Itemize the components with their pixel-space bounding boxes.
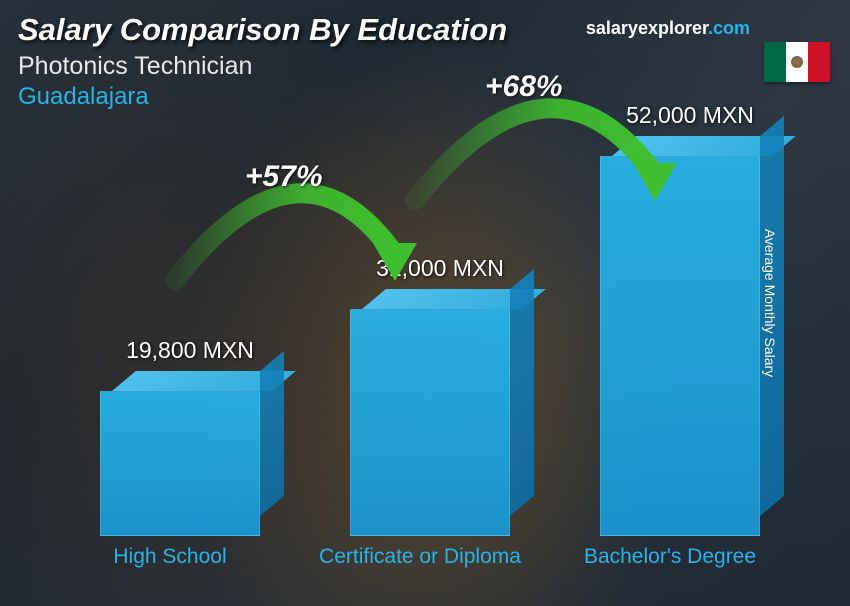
bar-side — [260, 351, 284, 516]
bar-group: 31,000 MXNCertificate or Diploma — [340, 309, 520, 536]
bar-value-label: 19,800 MXN — [80, 337, 300, 364]
bar: 31,000 MXN — [350, 309, 510, 536]
bar-category-label: Certificate or Diploma — [310, 544, 530, 569]
flag-emblem-icon — [791, 56, 803, 68]
brand-suffix: .com — [708, 18, 750, 38]
bar-category-label: Bachelor's Degree — [560, 544, 780, 569]
brand-name: salaryexplorer — [586, 18, 708, 38]
bar-group: 19,800 MXNHigh School — [90, 391, 270, 536]
bar-side — [510, 269, 534, 516]
brand-logo: salaryexplorer.com — [586, 18, 750, 39]
flag-white-stripe — [786, 42, 808, 82]
flag-green-stripe — [764, 42, 786, 82]
arc-svg — [160, 130, 440, 300]
bar: 19,800 MXN — [100, 391, 260, 536]
y-axis-label: Average Monthly Salary — [762, 229, 778, 377]
increase-arc — [160, 130, 440, 300]
header: Salary Comparison By Education Photonics… — [18, 12, 507, 111]
chart-subtitle: Photonics Technician — [18, 52, 507, 81]
chart-area: 19,800 MXNHigh School31,000 MXNCertifica… — [40, 140, 790, 586]
chart-title: Salary Comparison By Education — [18, 12, 507, 48]
bar-front — [350, 309, 510, 536]
chart-location: Guadalajara — [18, 83, 507, 111]
increase-percent-label: +57% — [245, 160, 323, 194]
country-flag-icon — [764, 42, 830, 82]
flag-red-stripe — [808, 42, 830, 82]
bar-front — [100, 391, 260, 536]
bar-category-label: High School — [60, 544, 280, 569]
